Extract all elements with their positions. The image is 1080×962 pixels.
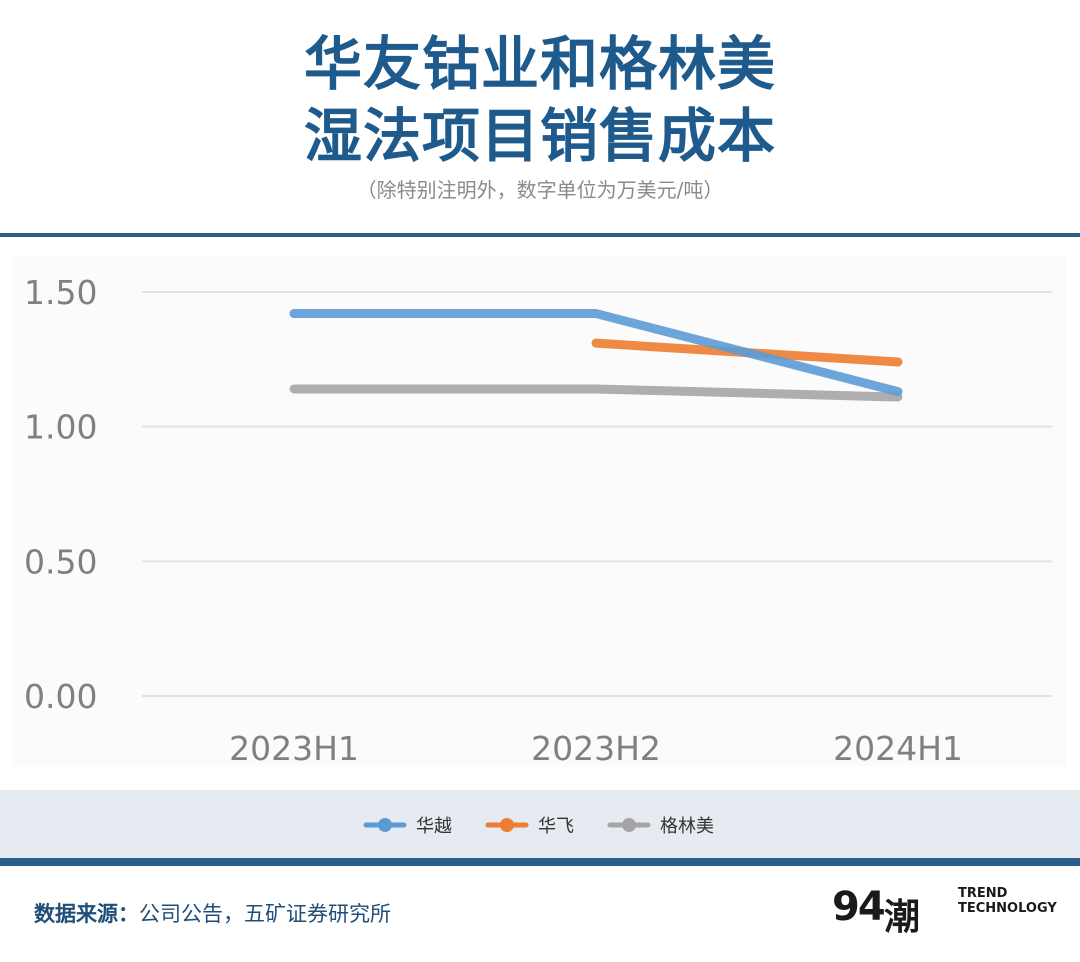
chart-title-line-2: 湿法项目销售成本 [303,102,776,170]
y-tick-label: 1.00 [24,408,97,447]
chart-legend: 华越 华飞 格林美 [363,816,714,837]
x-tick-label: 2023H1 [229,729,359,768]
logo-text: TREND TECHNOLOGY [958,886,1057,916]
legend-item-2: 格林美 [607,816,714,837]
data-source: 数据来源：公司公告，五矿证券研究所 [34,898,391,928]
legend-label: 华越 [416,816,452,837]
legend-item-1: 华飞 [485,816,574,837]
legend-item-0: 华越 [363,816,452,837]
legend-band [0,790,1080,860]
legend-label: 格林美 [660,816,714,837]
x-tick-label: 2023H2 [531,729,661,768]
series-line-2 [289,384,903,402]
bottom-divider [0,858,1080,866]
plot-background [12,256,1066,766]
legend-label: 华飞 [538,816,574,837]
x-tick-label: 2024H1 [833,729,963,768]
legend-marker [622,818,636,832]
logo-glyph: 潮 [884,897,921,938]
source-label: 数据来源： [34,902,139,926]
chart-subtitle: （除特别注明外，数字单位为万美元/吨） [356,178,724,202]
y-tick-label: 1.50 [24,273,97,312]
logo-line-1: TREND [958,886,1008,901]
top-divider [0,233,1080,237]
line-chart: 0.00 0.50 1.00 1.50 2023H1 2023H2 2024H1 [12,256,1066,768]
logo-line-2: TECHNOLOGY [958,901,1057,916]
legend-marker [500,818,514,832]
legend-marker [378,818,392,832]
y-tick-label: 0.00 [24,677,97,716]
title-block: 华友钴业和格林美 湿法项目销售成本 （除特别注明外，数字单位为万美元/吨） [0,28,1080,203]
source-text: 公司公告，五矿证券研究所 [139,902,391,926]
logo-number: 94 [832,884,886,930]
series-line-0 [289,309,903,397]
brand-logo: 94 潮 TREND TECHNOLOGY [832,884,1057,940]
chart-title-line-1: 华友钴业和格林美 [303,30,776,98]
y-tick-label: 0.50 [24,542,97,581]
